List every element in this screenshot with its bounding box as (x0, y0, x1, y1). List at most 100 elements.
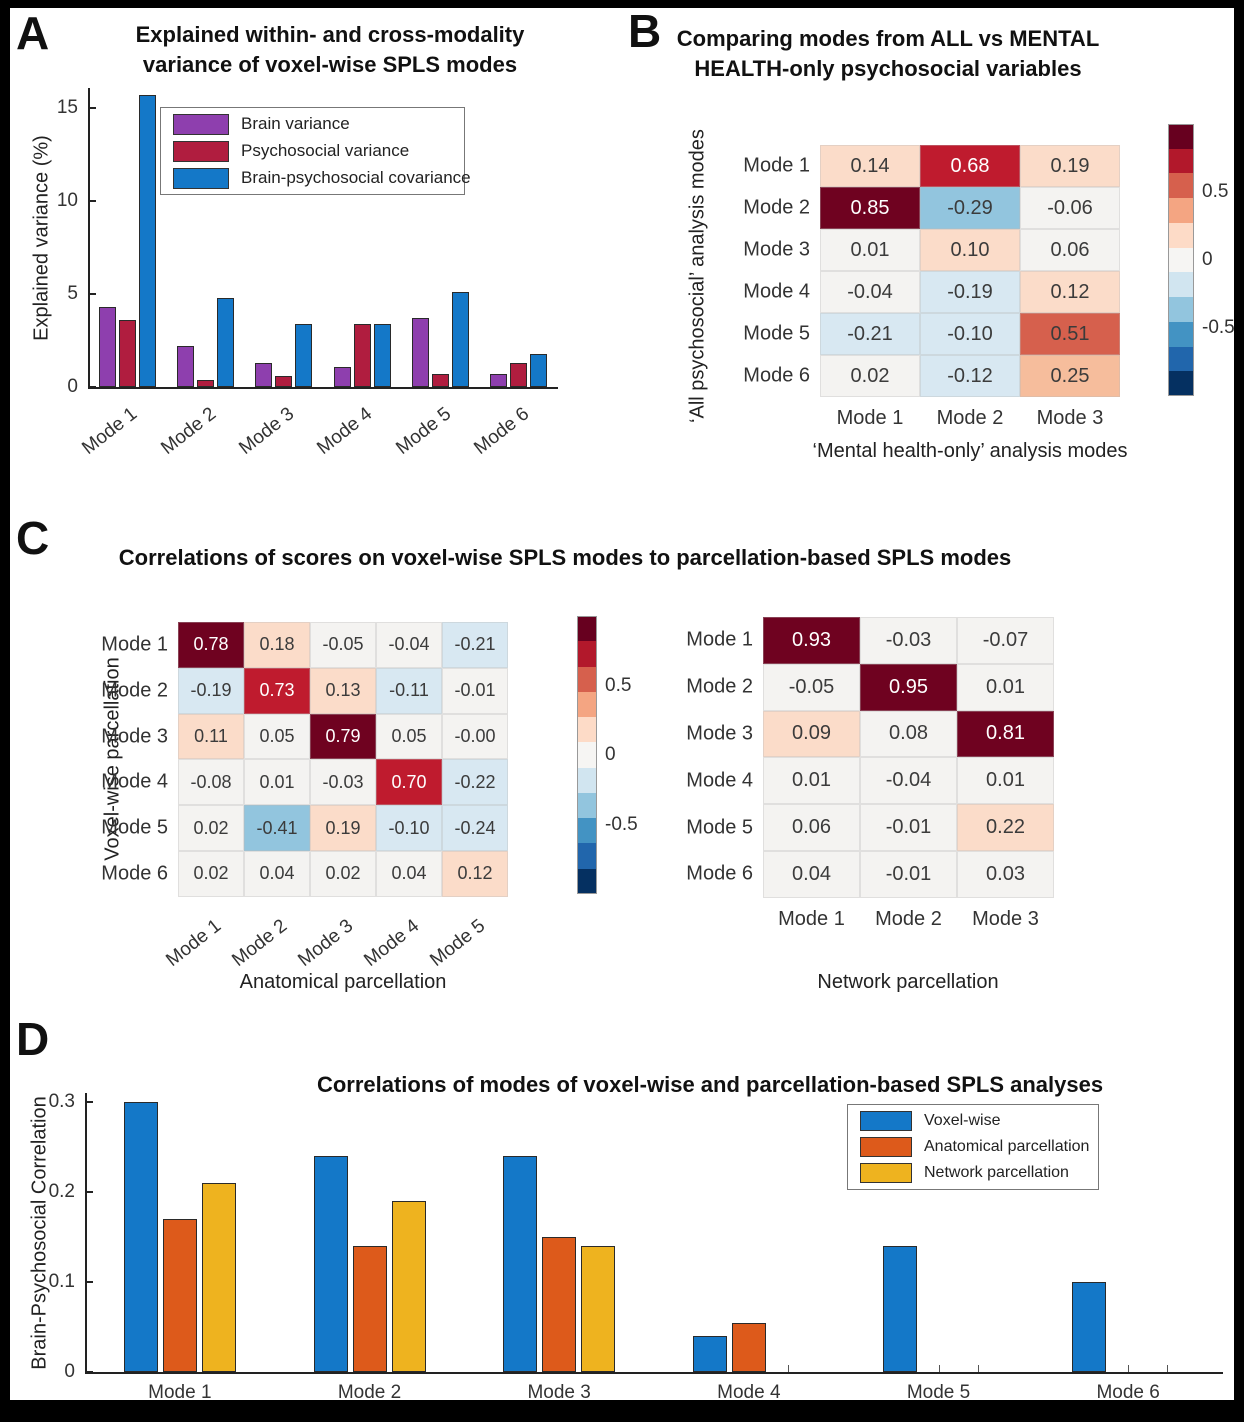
heatmap-cell-r1c1: 0.14 (820, 145, 920, 187)
heatmap-cell-r6c3: 0.02 (310, 851, 376, 897)
heatmap-cell-r6c1: 0.02 (820, 355, 920, 397)
y-tick-label: 5 (67, 283, 78, 305)
bar-a-mode6-series1 (490, 374, 508, 387)
heatmap-col-label: Mode 3 (972, 907, 1039, 930)
y-tick-label: 10 (56, 190, 78, 212)
heatmap-cell-r4c3: -0.03 (310, 759, 376, 806)
panel-c-right-heatmap: Mode 1 0.93 -0.03 -0.07 Mode 2 -0.05 0.95 0.01 M… (10, 513, 1234, 1008)
bar-d-mode3-series3 (581, 1246, 616, 1372)
heatmap-row-label: Mode 5 (101, 816, 168, 839)
heatmap-cell-r4c2: -0.19 (920, 271, 1020, 313)
heatmap-cell-r1c3: -0.05 (310, 622, 376, 668)
bar-a-mode2-series1 (177, 346, 194, 387)
heatmap-row-label: Mode 6 (101, 862, 168, 885)
bar-a-mode4-series1 (333, 366, 351, 387)
panel-a-title-line1: Explained within- and cross-modality (135, 22, 525, 47)
zero-bar-stub (787, 1365, 789, 1372)
bar-d-mode2-series1 (313, 1156, 348, 1372)
heatmap-cell-r5c3: 0.19 (310, 805, 376, 851)
heatmap-cell-r6c2: -0.12 (920, 355, 1020, 397)
heatmap-cell-r4c3: 0.01 (957, 757, 1054, 805)
panel-c-right-x-axis-label: Network parcellation (817, 971, 999, 993)
heatmap-cell-r5c2: -0.01 (860, 804, 957, 851)
legend-swatch (173, 140, 229, 162)
bar-d-mode1-series3 (201, 1183, 236, 1372)
heatmap-row-label: Mode 3 (743, 238, 810, 261)
heatmap-row-label: Mode 2 (743, 196, 810, 219)
x-tick-label: Mode 3 (235, 403, 298, 459)
panel-a-title-line2: variance of voxel-wise SPLS modes (142, 51, 518, 77)
colorbar-segment (577, 792, 597, 819)
bar-a-mode6-series3 (530, 353, 548, 387)
x-tick-label: Mode 6 (470, 403, 533, 459)
colorbar-segment (1168, 321, 1194, 348)
heatmap-row-label: Mode 1 (686, 628, 753, 651)
colorbar-segment (577, 767, 597, 794)
heatmap-cell-r2c2: -0.29 (920, 187, 1020, 229)
bar-a-mode1-series3 (138, 95, 156, 387)
panel-b: B Comparing modes from ALL vs MENTAL HEA… (620, 8, 1235, 513)
heatmap-cell-r5c1: 0.02 (178, 805, 244, 851)
heatmap-cell-r2c3: 0.01 (957, 663, 1054, 711)
legend-label: Brain-psychosocial covariance (241, 168, 471, 187)
panel-d-legend: Voxel-wise Anatomical parcellation Network… (847, 1104, 1099, 1190)
y-tick-label: 0 (64, 1361, 75, 1382)
heatmap-cell-r6c3: 0.03 (957, 851, 1054, 898)
legend-entry: Psychosocial variance (173, 140, 452, 162)
colorbar-segment (1168, 346, 1194, 372)
heatmap-cell-r6c2: 0.04 (244, 851, 310, 897)
heatmap-row-label: Mode 5 (686, 816, 753, 839)
figure-canvas: A Explained within- and cross-modality v… (10, 7, 1235, 1403)
heatmap-cell-r1c2: 0.18 (244, 622, 310, 668)
heatmap-cell-r2c2: 0.95 (860, 663, 957, 711)
panel-b-title: Comparing modes from ALL vs MENTAL HEALT… (677, 24, 1100, 83)
heatmap-cell-r2c1: -0.05 (763, 663, 860, 711)
panel-c-left-x-axis-label: Anatomical parcellation (239, 971, 447, 993)
x-tick-label: Mode 6 (1096, 1382, 1160, 1403)
y-tick-mark (88, 200, 96, 203)
colorbar-segment (1168, 124, 1194, 150)
heatmap-cell-r5c1: 0.06 (763, 804, 860, 851)
heatmap-cell-r2c5: -0.01 (442, 667, 508, 714)
panel-a-label: A (16, 7, 50, 59)
heatmap-cell-r5c4: -0.10 (376, 805, 442, 851)
x-tick-label: Mode 2 (156, 403, 220, 459)
heatmap-cell-r1c1: 0.78 (178, 622, 244, 668)
legend-label: Brain variance (241, 114, 350, 133)
bar-a-mode1-series2 (118, 320, 136, 387)
panel-a-title: Explained within- and cross-modality var… (136, 20, 525, 79)
heatmap-cell-r3c1: 0.01 (820, 229, 920, 271)
bar-a-mode5-series2 (432, 374, 449, 387)
heatmap-col-label: Mode 2 (875, 907, 942, 930)
heatmap-cell-r1c2: 0.68 (920, 145, 1020, 187)
heatmap-row-label: Mode 1 (101, 633, 168, 656)
x-tick-label: Mode 3 (527, 1382, 591, 1403)
heatmap-cell-r4c2: -0.04 (860, 757, 957, 805)
heatmap-cell-r1c2: -0.03 (860, 617, 957, 664)
bar-a-mode3-series1 (255, 362, 273, 387)
y-tick-mark (85, 1281, 93, 1283)
bar-a-mode6-series2 (510, 362, 528, 387)
heatmap-cell-r3c2: 0.10 (920, 229, 1020, 271)
heatmap-cell-r1c3: 0.19 (1020, 145, 1120, 187)
heatmap-cell-r5c2: -0.10 (920, 313, 1020, 355)
heatmap-cell-r3c1: 0.11 (178, 713, 244, 760)
colorbar-frame (1168, 124, 1194, 396)
panel-c-title: Correlations of scores on voxel-wise SPL… (118, 545, 1012, 570)
heatmap-cell-r4c3: 0.12 (1020, 271, 1120, 313)
heatmap-row-label: Mode 1 (743, 154, 810, 177)
colorbar-tick-label: 0 (1202, 249, 1213, 270)
heatmap-cell-r1c4: -0.04 (376, 622, 442, 668)
bar-d-mode2-series2 (352, 1246, 387, 1372)
heatmap-cell-r5c5: -0.24 (442, 805, 508, 851)
bar-d-mode4-series1 (692, 1336, 727, 1372)
colorbar-segment (1168, 222, 1194, 249)
y-tick-label: 0 (67, 376, 78, 397)
legend-swatch (860, 1163, 912, 1183)
panel-c-label: C (16, 512, 50, 564)
heatmap-cell-r3c2: 0.05 (244, 713, 310, 760)
heatmap-cell-r3c1: 0.09 (763, 710, 860, 758)
y-tick-mark (85, 1191, 93, 1193)
bar-d-mode3-series1 (503, 1156, 538, 1372)
legend-label: Network parcellation (924, 1164, 1069, 1181)
